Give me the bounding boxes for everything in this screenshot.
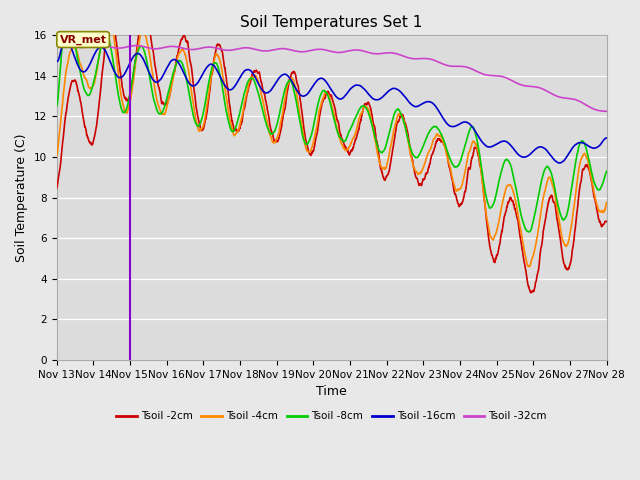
Tsoil -2cm <box>603 219 611 225</box>
Tsoil -4cm <box>587 174 595 180</box>
Tsoil -16cm <box>556 160 563 166</box>
Tsoil -2cm <box>321 95 328 101</box>
Tsoil -4cm <box>486 232 494 238</box>
Line: Tsoil -16cm: Tsoil -16cm <box>56 39 607 163</box>
Tsoil -4cm <box>52 153 60 158</box>
Tsoil -2cm <box>52 186 60 192</box>
Tsoil -2cm <box>587 176 595 181</box>
Y-axis label: Soil Temperature (C): Soil Temperature (C) <box>15 133 28 262</box>
Tsoil -32cm <box>602 108 609 114</box>
Tsoil -8cm <box>306 137 314 143</box>
Tsoil -2cm <box>527 290 535 296</box>
Tsoil -32cm <box>54 41 62 47</box>
Tsoil -8cm <box>525 229 533 235</box>
Tsoil -32cm <box>587 105 595 110</box>
Legend: Tsoil -2cm, Tsoil -4cm, Tsoil -8cm, Tsoil -16cm, Tsoil -32cm: Tsoil -2cm, Tsoil -4cm, Tsoil -8cm, Tsoi… <box>112 407 551 426</box>
Tsoil -8cm <box>52 103 60 108</box>
Tsoil -32cm <box>306 48 314 54</box>
Tsoil -8cm <box>321 87 328 93</box>
Tsoil -16cm <box>603 135 611 141</box>
Tsoil -8cm <box>81 88 89 94</box>
Tsoil -32cm <box>321 47 328 53</box>
Line: Tsoil -32cm: Tsoil -32cm <box>56 44 607 111</box>
Tsoil -8cm <box>603 168 611 174</box>
Tsoil -16cm <box>62 36 70 42</box>
Tsoil -2cm <box>486 243 494 249</box>
Tsoil -32cm <box>486 72 494 78</box>
Tsoil -2cm <box>588 177 595 183</box>
Line: Tsoil -4cm: Tsoil -4cm <box>56 14 607 267</box>
Tsoil -2cm <box>306 151 314 156</box>
Tsoil -16cm <box>81 69 89 74</box>
Tsoil -32cm <box>587 105 595 110</box>
Tsoil -16cm <box>306 88 314 94</box>
Tsoil -8cm <box>486 205 494 211</box>
Line: Tsoil -2cm: Tsoil -2cm <box>56 12 607 293</box>
Tsoil -4cm <box>588 175 595 181</box>
Tsoil -8cm <box>587 166 595 172</box>
Tsoil -4cm <box>603 200 611 205</box>
Tsoil -2cm <box>141 10 148 15</box>
Tsoil -32cm <box>603 108 611 114</box>
Tsoil -4cm <box>81 74 88 80</box>
Tsoil -4cm <box>105 12 113 17</box>
Tsoil -8cm <box>64 17 72 23</box>
Tsoil -4cm <box>525 264 533 270</box>
Tsoil -8cm <box>588 168 595 173</box>
X-axis label: Time: Time <box>316 385 347 398</box>
Tsoil -16cm <box>321 77 328 83</box>
Tsoil -32cm <box>52 41 60 47</box>
Text: VR_met: VR_met <box>60 35 107 45</box>
Tsoil -16cm <box>587 144 595 150</box>
Tsoil -16cm <box>52 59 60 65</box>
Tsoil -4cm <box>306 149 314 155</box>
Tsoil -2cm <box>81 123 88 129</box>
Tsoil -4cm <box>321 91 328 97</box>
Line: Tsoil -8cm: Tsoil -8cm <box>56 20 607 232</box>
Tsoil -32cm <box>81 44 89 50</box>
Title: Soil Temperatures Set 1: Soil Temperatures Set 1 <box>241 15 423 30</box>
Tsoil -16cm <box>486 144 494 150</box>
Tsoil -16cm <box>588 144 595 150</box>
